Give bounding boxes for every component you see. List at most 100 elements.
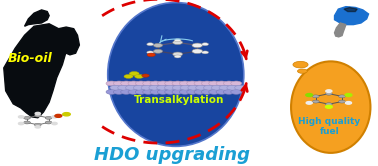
Circle shape — [150, 81, 161, 86]
Circle shape — [121, 90, 132, 94]
Circle shape — [128, 90, 139, 94]
Circle shape — [157, 90, 168, 94]
Circle shape — [34, 123, 41, 126]
Circle shape — [23, 121, 30, 124]
Circle shape — [174, 39, 181, 42]
Circle shape — [173, 40, 183, 44]
Circle shape — [325, 92, 332, 95]
Circle shape — [187, 90, 198, 94]
Circle shape — [192, 49, 203, 53]
Circle shape — [141, 85, 152, 90]
Circle shape — [231, 81, 242, 86]
Circle shape — [55, 114, 62, 117]
Circle shape — [209, 90, 220, 94]
Circle shape — [35, 126, 40, 128]
Circle shape — [227, 85, 238, 90]
Circle shape — [128, 81, 139, 86]
Polygon shape — [25, 10, 49, 26]
Polygon shape — [335, 7, 369, 25]
Circle shape — [157, 85, 168, 90]
Circle shape — [223, 90, 234, 94]
Circle shape — [219, 85, 230, 90]
Circle shape — [143, 90, 154, 94]
Circle shape — [149, 85, 160, 90]
Circle shape — [147, 53, 155, 57]
Circle shape — [172, 81, 183, 86]
Circle shape — [180, 85, 191, 90]
Circle shape — [297, 69, 307, 73]
Polygon shape — [344, 7, 357, 12]
Circle shape — [124, 74, 133, 78]
Circle shape — [135, 90, 146, 94]
Circle shape — [165, 81, 176, 86]
Circle shape — [345, 102, 352, 104]
Polygon shape — [59, 27, 79, 55]
Circle shape — [211, 85, 222, 90]
Circle shape — [113, 90, 124, 94]
Circle shape — [196, 85, 207, 90]
Text: Bio-oil: Bio-oil — [8, 52, 53, 65]
Circle shape — [135, 81, 146, 86]
Circle shape — [312, 95, 319, 98]
Circle shape — [165, 90, 176, 94]
Circle shape — [142, 74, 149, 77]
Text: HDO upgrading: HDO upgrading — [94, 146, 250, 164]
Circle shape — [150, 90, 161, 94]
Circle shape — [19, 116, 24, 118]
Circle shape — [113, 81, 124, 86]
Circle shape — [216, 81, 227, 86]
Circle shape — [45, 116, 52, 119]
Circle shape — [188, 85, 199, 90]
Circle shape — [194, 90, 205, 94]
Circle shape — [187, 81, 198, 86]
Circle shape — [19, 122, 24, 125]
Circle shape — [34, 114, 41, 117]
Circle shape — [172, 90, 183, 94]
Circle shape — [172, 85, 183, 90]
Circle shape — [201, 81, 212, 86]
Circle shape — [52, 116, 57, 118]
Circle shape — [35, 112, 40, 115]
Circle shape — [209, 81, 220, 86]
Circle shape — [110, 85, 121, 90]
Text: High quality
fuel: High quality fuel — [299, 117, 361, 136]
Circle shape — [306, 102, 312, 104]
Circle shape — [164, 85, 175, 90]
Circle shape — [180, 90, 191, 94]
Text: Transalkylation: Transalkylation — [134, 95, 225, 105]
Circle shape — [173, 52, 183, 56]
Circle shape — [180, 81, 191, 86]
Circle shape — [202, 43, 209, 46]
Circle shape — [339, 100, 345, 103]
Circle shape — [216, 90, 227, 94]
Circle shape — [153, 43, 163, 47]
Circle shape — [223, 81, 234, 86]
Circle shape — [231, 90, 242, 94]
Circle shape — [143, 81, 154, 86]
Circle shape — [129, 72, 139, 76]
Polygon shape — [4, 24, 66, 118]
Circle shape — [63, 113, 70, 116]
Circle shape — [121, 81, 132, 86]
Circle shape — [194, 81, 205, 86]
Circle shape — [202, 51, 209, 54]
Circle shape — [203, 85, 214, 90]
Circle shape — [345, 94, 352, 96]
Circle shape — [23, 116, 30, 119]
Circle shape — [325, 105, 332, 108]
Circle shape — [201, 90, 212, 94]
Polygon shape — [335, 23, 346, 37]
Circle shape — [192, 43, 203, 48]
Circle shape — [106, 90, 117, 94]
Circle shape — [339, 95, 345, 98]
Ellipse shape — [291, 61, 370, 153]
Circle shape — [326, 90, 332, 92]
Circle shape — [174, 55, 181, 58]
Circle shape — [157, 81, 168, 86]
Circle shape — [52, 122, 57, 125]
Circle shape — [118, 85, 129, 90]
Ellipse shape — [108, 2, 244, 146]
Circle shape — [135, 74, 144, 78]
Circle shape — [306, 94, 313, 96]
Circle shape — [147, 51, 153, 54]
